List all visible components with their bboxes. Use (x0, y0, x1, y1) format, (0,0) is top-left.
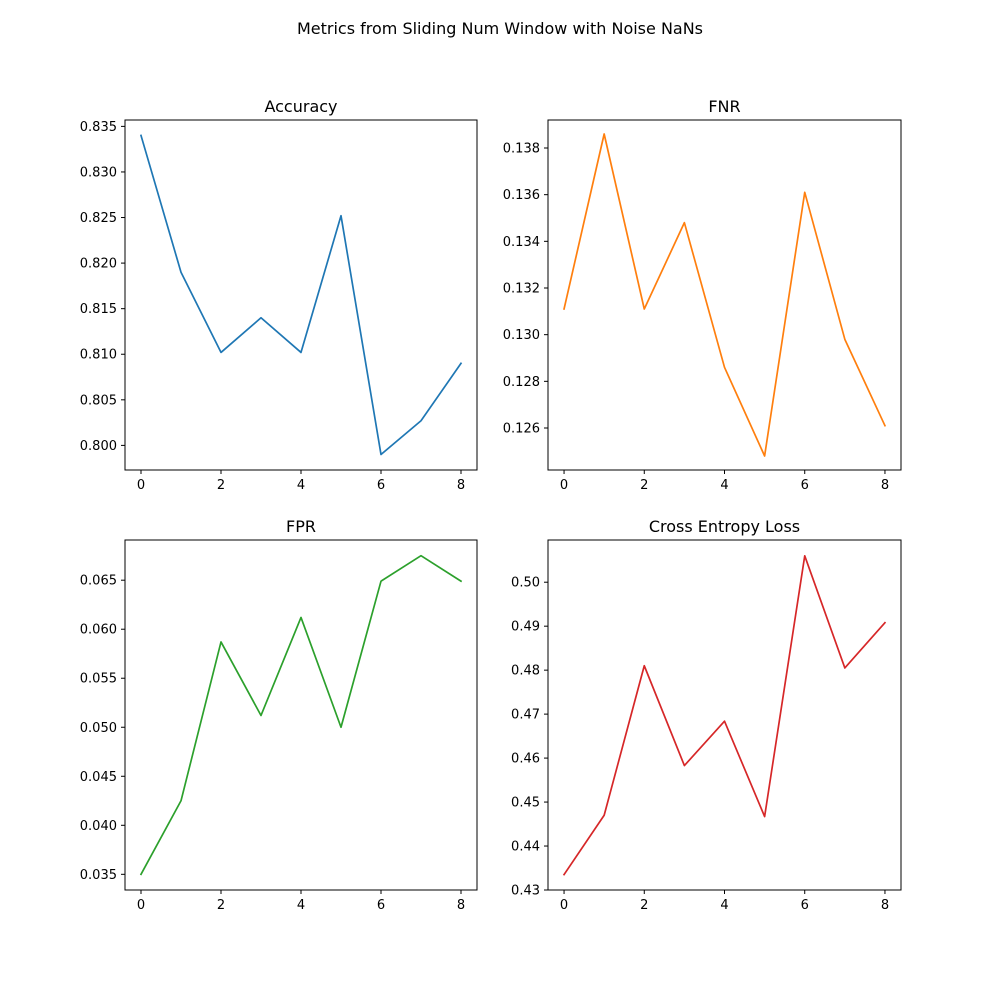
y-tick-label: 0.43 (511, 884, 540, 899)
x-tick-label: 6 (377, 478, 385, 493)
plot-frame (547, 119, 902, 471)
y-tick-label: 0.132 (503, 282, 540, 297)
series-line-3-0 (562, 554, 887, 876)
x-tick-label: 8 (881, 898, 889, 913)
subplot-title: Accuracy (264, 97, 337, 116)
figure-title: Metrics from Sliding Num Window with Noi… (297, 19, 703, 38)
y-tick-label: 0.44 (511, 840, 540, 855)
x-tick-label: 4 (720, 478, 728, 493)
x-tick-label: 2 (217, 898, 225, 913)
y-tick-label: 0.49 (511, 620, 540, 635)
y-tick-label: 0.815 (80, 302, 117, 317)
subplot-1: FNR 0 2 4 6 8 0.126 0.128 0.130 0.132 0.134 0.136 0.… (503, 97, 902, 493)
x-tick-label: 4 (720, 898, 728, 913)
x-tick-label: 0 (137, 898, 145, 913)
y-tick-label: 0.065 (80, 574, 117, 589)
x-tick-label: 6 (377, 898, 385, 913)
series-line-2-0 (139, 554, 463, 876)
y-tick-label: 0.47 (511, 708, 540, 723)
y-tick-label: 0.136 (503, 188, 540, 203)
y-tick-label: 0.48 (511, 664, 540, 679)
y-tick-label: 0.130 (503, 328, 540, 343)
y-tick-label: 0.800 (80, 439, 117, 454)
y-tick-label: 0.138 (503, 142, 540, 157)
x-tick-label: 0 (137, 478, 145, 493)
x-tick-label: 2 (640, 898, 648, 913)
y-tick-label: 0.810 (80, 348, 117, 363)
y-tick-label: 0.50 (511, 576, 540, 591)
y-tick-label: 0.805 (80, 393, 117, 408)
subplot-title: FNR (708, 97, 740, 116)
y-tick-label: 0.040 (80, 819, 117, 834)
x-tick-label: 0 (560, 478, 568, 493)
x-tick-label: 8 (457, 478, 465, 493)
x-tick-label: 0 (560, 898, 568, 913)
series-line-1-0 (563, 133, 887, 457)
x-tick-label: 8 (457, 898, 465, 913)
x-tick-label: 4 (297, 898, 305, 913)
y-tick-label: 0.820 (80, 257, 117, 272)
y-tick-label: 0.126 (503, 422, 540, 437)
y-tick-label: 0.050 (80, 721, 117, 736)
y-tick-label: 0.035 (80, 868, 117, 883)
subplot-3: Cross Entropy Loss 0 2 4 6 8 0.43 0.44 0.45 0.46 0… (511, 517, 902, 913)
y-tick-label: 0.825 (80, 211, 117, 226)
x-tick-label: 2 (640, 478, 648, 493)
x-tick-label: 6 (801, 478, 809, 493)
subplot-2: FPR 0 2 4 6 8 0.035 0.040 0.045 0.050 0.055 0.060 0.… (80, 517, 478, 913)
subplot-grid: Accuracy 0 2 4 6 8 0.800 0.805 0.810 0.815 0.820 0.… (80, 97, 902, 913)
subplot-title: Cross Entropy Loss (649, 517, 800, 536)
y-tick-label: 0.045 (80, 770, 117, 785)
x-tick-label: 2 (217, 478, 225, 493)
subplot-title: FPR (286, 517, 316, 536)
y-tick-label: 0.060 (80, 623, 117, 638)
y-tick-label: 0.134 (503, 235, 540, 250)
x-tick-label: 6 (801, 898, 809, 913)
y-tick-label: 0.45 (511, 796, 540, 811)
y-tick-label: 0.055 (80, 672, 117, 687)
subplot-0: Accuracy 0 2 4 6 8 0.800 0.805 0.810 0.815 0.820 0.… (80, 97, 478, 493)
y-tick-label: 0.128 (503, 375, 540, 390)
y-tick-label: 0.835 (80, 120, 117, 135)
series-line-0-0 (139, 134, 463, 456)
x-tick-label: 4 (297, 478, 305, 493)
plot-frame (547, 539, 902, 891)
y-tick-label: 0.46 (511, 752, 540, 767)
x-tick-label: 8 (881, 478, 889, 493)
plot-frame (124, 539, 478, 891)
y-tick-label: 0.830 (80, 165, 117, 180)
